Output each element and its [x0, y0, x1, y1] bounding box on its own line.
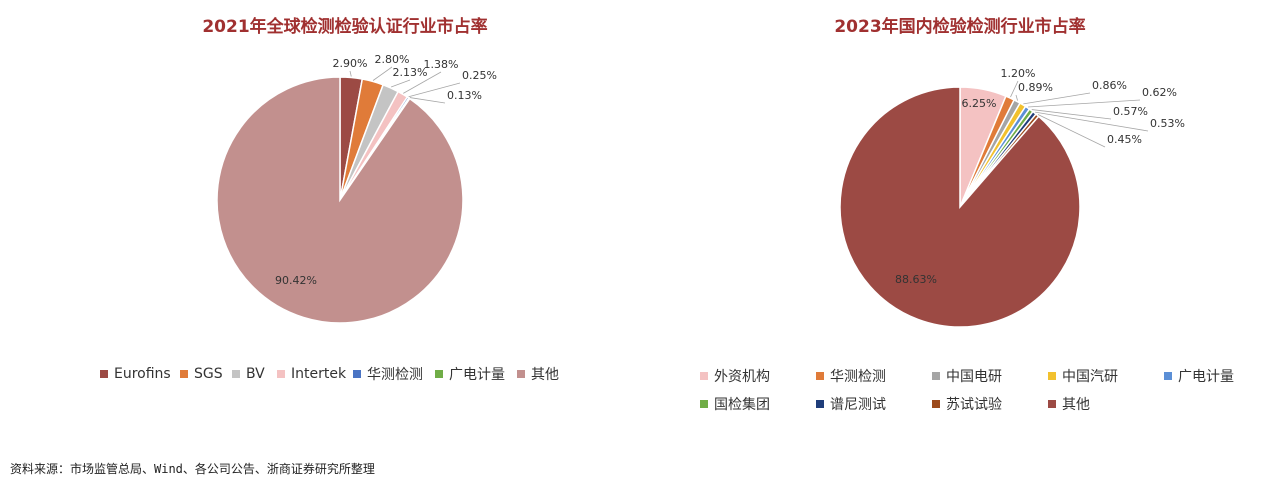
chart1-legend-swatch [353, 370, 361, 378]
chart2-legend-item: 国检集团 [700, 394, 816, 414]
chart1-legend-label: SGS [194, 366, 223, 382]
chart1-legend-item: 华测检测 [353, 364, 435, 384]
chart2-legend-swatch [1048, 400, 1056, 408]
chart2-legend-label: 谱尼测试 [830, 397, 886, 413]
chart1-leader-2 [390, 79, 411, 88]
chart1-legend-item: Intertek [277, 366, 353, 382]
chart2-legend-row: 外资机构 华测检测 中国电研 中国汽研 广电计量 [700, 362, 1264, 390]
chart2-legend-label: 华测检测 [830, 369, 886, 385]
chart1-label-3: 1.38% [424, 58, 459, 71]
chart2-legend-row: 国检集团 谱尼测试 苏试试验 其他 [700, 390, 1264, 418]
chart1-legend-swatch [277, 370, 285, 378]
chart2-legend-label: 外资机构 [714, 369, 770, 385]
chart1-leader-4 [408, 82, 461, 98]
chart2-legend-swatch [816, 372, 824, 380]
chart1-legend-label: Eurofins [114, 366, 171, 382]
chart1-legend-item: SGS [180, 366, 232, 382]
chart2-legend-item: 中国电研 [932, 366, 1048, 386]
chart1-label-2: 2.13% [393, 66, 428, 79]
chart1-leader-5 [409, 97, 446, 104]
chart2-label-5: 0.57% [1113, 105, 1148, 118]
chart1-leader-3 [403, 71, 442, 94]
chart1-legend-label: 其他 [531, 367, 559, 383]
chart1-legend-label: 华测检测 [367, 367, 423, 383]
chart1-legend-swatch [517, 370, 525, 378]
chart1-label-0: 2.90% [333, 57, 368, 70]
chart1-legend-row: Eurofins SGS BV Intertek 华测检测 广电计量 其他 [100, 360, 577, 388]
chart2-legend-label: 苏试试验 [946, 397, 1002, 413]
chart1-legend-item: BV [232, 366, 277, 382]
chart2-label-4: 0.62% [1142, 86, 1177, 99]
chart2-legend-label: 中国汽研 [1062, 369, 1118, 385]
chart2-legend-label: 国检集团 [714, 397, 770, 413]
chart2-leader-7 [1037, 114, 1106, 148]
chart2-label-7: 0.45% [1107, 133, 1142, 146]
chart1-legend-item: 其他 [517, 364, 577, 384]
chart1-title: 2021年全球检测检验认证行业市占率 [202, 17, 488, 37]
chart2-leader-5 [1031, 109, 1112, 120]
chart2-label-2: 0.89% [1018, 81, 1053, 94]
chart2-label-0: 6.25% [962, 97, 997, 110]
chart1-legend-swatch [100, 370, 108, 378]
chart1-label-6: 90.42% [275, 274, 317, 287]
chart2-label-3: 0.86% [1092, 79, 1127, 92]
chart1-legend-label: BV [246, 366, 265, 382]
chart2-legend-item: 外资机构 [700, 366, 816, 386]
chart2-legend-item: 广电计量 [1164, 366, 1264, 386]
chart2-leader-2 [1015, 94, 1018, 101]
chart2-leader-1 [1010, 80, 1019, 98]
chart2-legend-swatch [816, 400, 824, 408]
chart2-legend-item: 谱尼测试 [816, 394, 932, 414]
chart2-label-1: 1.20% [1001, 67, 1036, 80]
chart2-legend-item: 华测检测 [816, 366, 932, 386]
chart1-legend: Eurofins SGS BV Intertek 华测检测 广电计量 其他 [100, 360, 577, 388]
chart2-legend-item: 其他 [1048, 394, 1108, 414]
chart1-label-4: 0.25% [462, 69, 497, 82]
chart2-label-6: 0.53% [1150, 117, 1185, 130]
chart2-legend-swatch [1164, 372, 1172, 380]
chart1-label-5: 0.13% [447, 89, 482, 102]
chart2-legend-item: 苏试试验 [932, 394, 1048, 414]
chart2-label-8: 88.63% [895, 273, 937, 286]
chart2-legend-swatch [700, 400, 708, 408]
chart1-legend-swatch [180, 370, 188, 378]
source-note: 资料来源：市场监管总局、Wind、各公司公告、浙商证券研究所整理 [10, 462, 375, 476]
chart2-legend: 外资机构 华测检测 中国电研 中国汽研 广电计量国检集团 谱尼测试 苏试试验 其他 [700, 362, 1264, 418]
chart2-slice-8 [839, 86, 1081, 328]
chart1-label-1: 2.80% [375, 53, 410, 66]
chart2-legend-item: 中国汽研 [1048, 366, 1164, 386]
chart1-leader-1 [372, 66, 393, 81]
chart2-leader-6 [1035, 111, 1149, 132]
chart2-leader-4 [1028, 99, 1141, 108]
chart2-legend-label: 中国电研 [946, 369, 1002, 385]
chart1-legend-item: Eurofins [100, 366, 180, 382]
chart1-leader-0 [349, 70, 352, 77]
chart1-legend-item: 广电计量 [435, 364, 517, 384]
chart1-legend-label: 广电计量 [449, 367, 505, 383]
chart1-legend-swatch [435, 370, 443, 378]
chart2-legend-swatch [932, 400, 940, 408]
chart2-legend-label: 其他 [1062, 397, 1090, 413]
chart1-legend-label: Intertek [291, 366, 347, 382]
chart2-legend-label: 广电计量 [1178, 369, 1234, 385]
chart2-legend-swatch [700, 372, 708, 380]
chart1-legend-swatch [232, 370, 240, 378]
chart2-title: 2023年国内检验检测行业市占率 [834, 17, 1086, 37]
chart2-legend-swatch [932, 372, 940, 380]
chart1-slice-6 [216, 76, 464, 324]
chart2-legend-swatch [1048, 372, 1056, 380]
chart2-leader-3 [1023, 92, 1091, 105]
